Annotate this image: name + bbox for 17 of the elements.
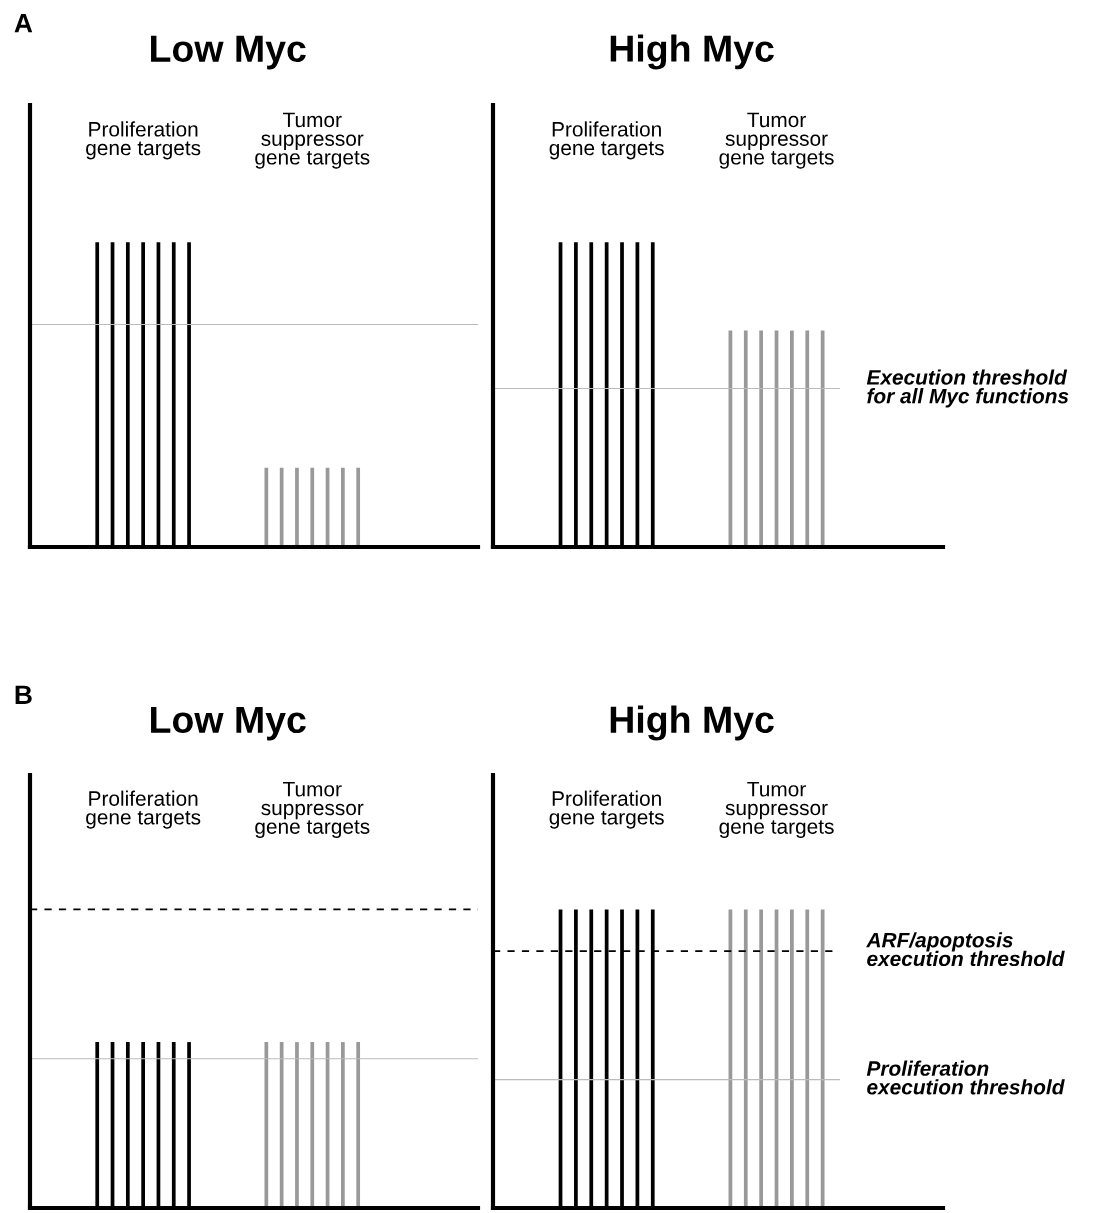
ref-line-label: Execution threshold for all Myc functions: [866, 369, 1069, 408]
x-tick-label: Proliferation gene targets: [549, 790, 664, 829]
text: B: [15, 685, 32, 704]
chart-title: High Myc: [610, 34, 774, 70]
ref-line-label: Proliferation execution threshold: [866, 1060, 1065, 1095]
text: A: [14, 14, 33, 33]
x-tick-label: Proliferation gene targets: [86, 121, 201, 160]
ref-line-label: ARF/apoptosis execution threshold: [866, 932, 1065, 967]
chart-title: Low Myc: [151, 35, 306, 70]
x-tick-label: Proliferation gene targets: [86, 790, 201, 829]
x-tick-label: Tumor suppressor gene targets: [255, 782, 370, 839]
chart-title: Low Myc: [151, 706, 306, 741]
chart-title: High Myc: [610, 705, 774, 741]
x-tick-label: Tumor suppressor gene targets: [255, 112, 370, 169]
x-tick-label: Tumor suppressor gene targets: [719, 782, 834, 839]
x-tick-label: Proliferation gene targets: [549, 121, 664, 160]
x-tick-label: Tumor suppressor gene targets: [719, 112, 834, 169]
